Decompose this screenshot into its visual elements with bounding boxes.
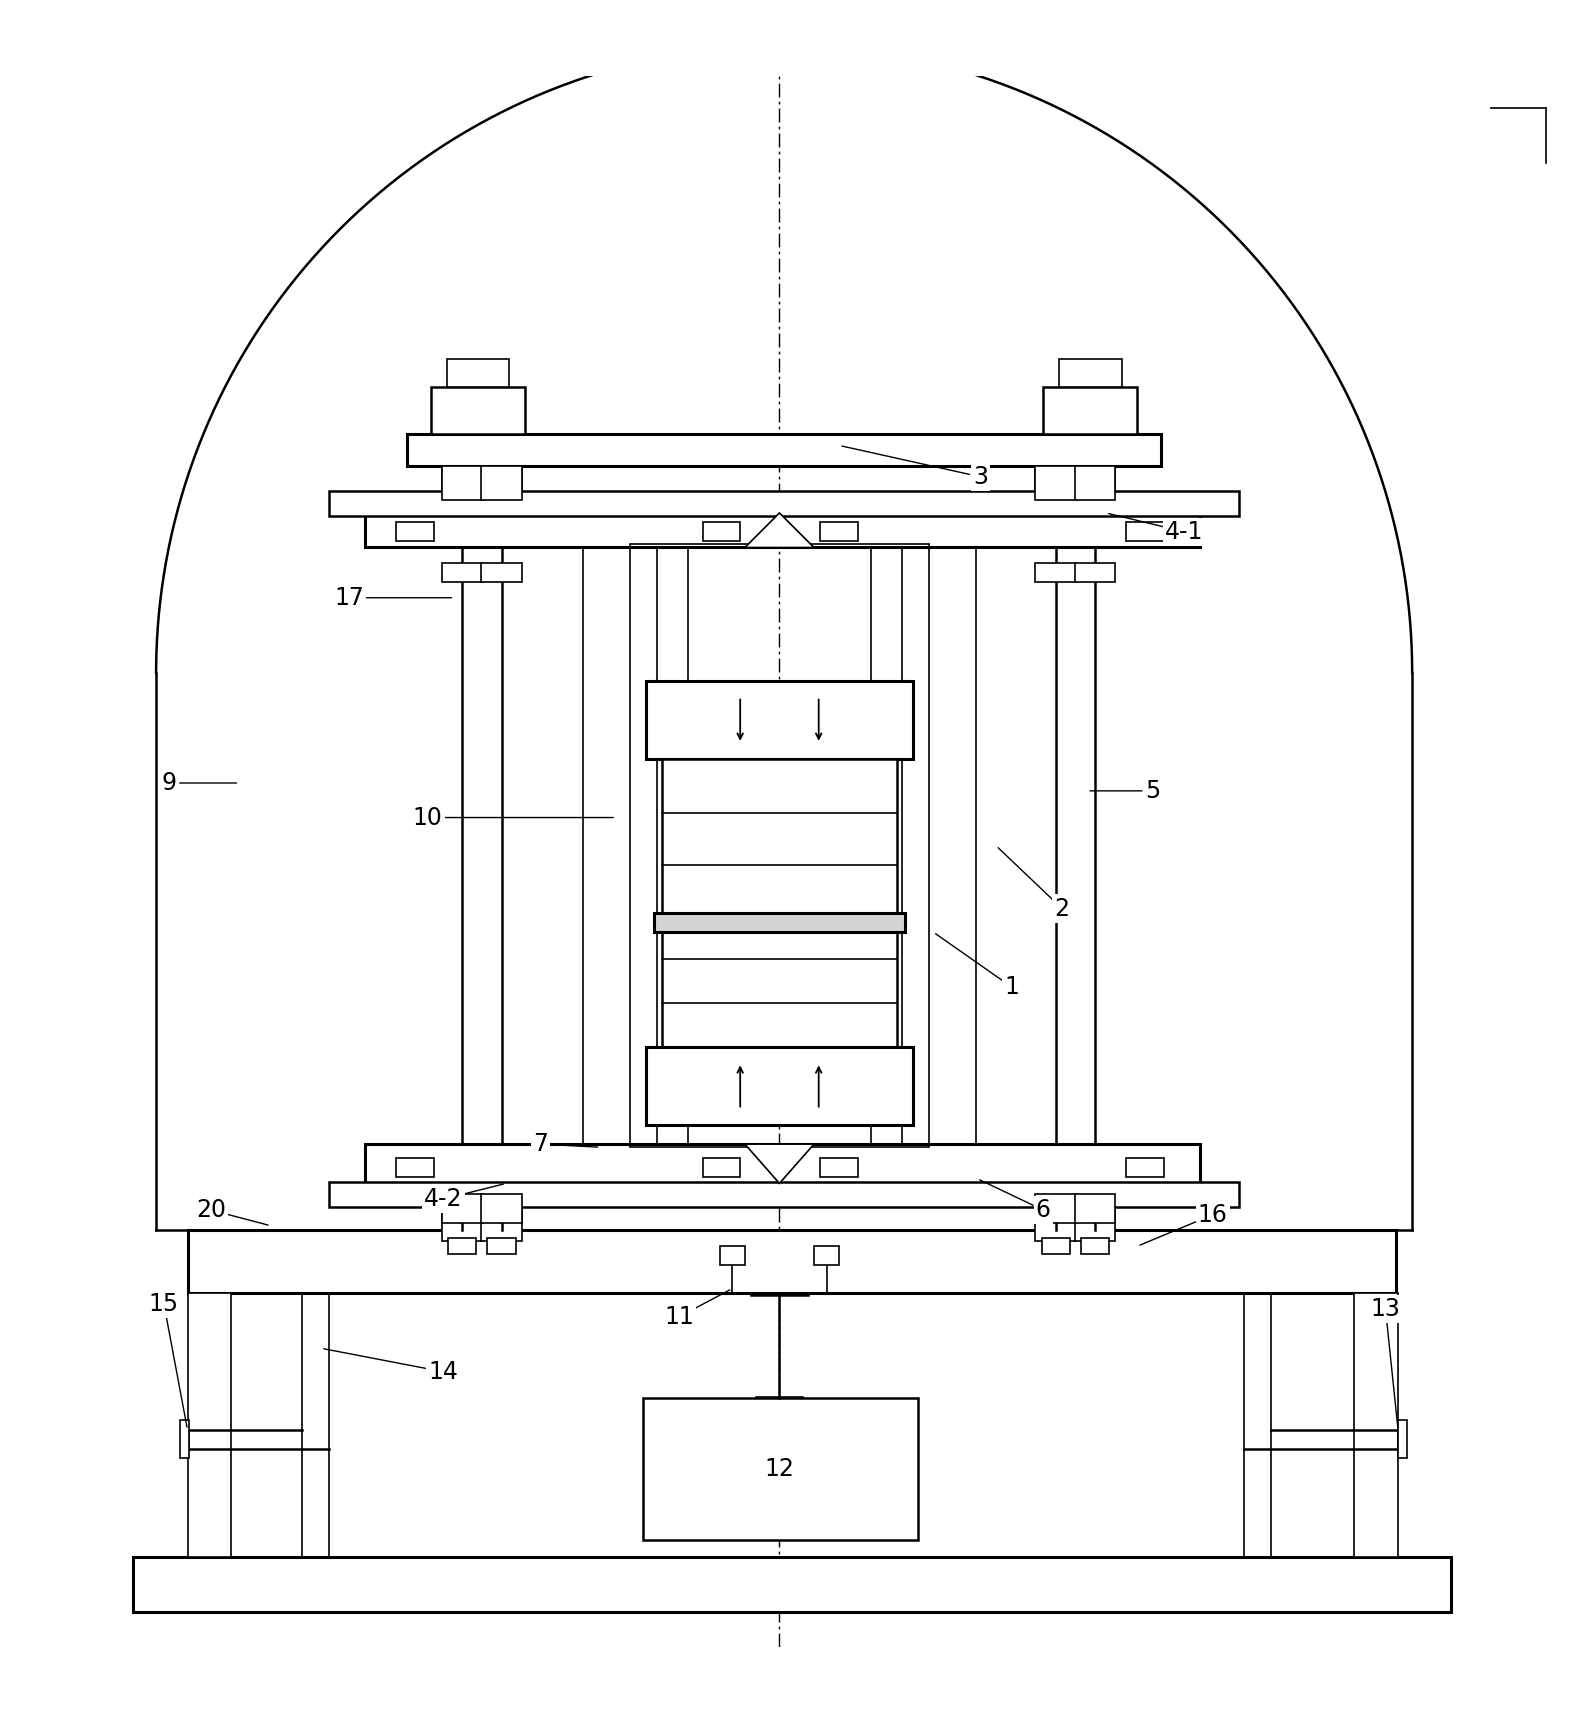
FancyBboxPatch shape [364, 1144, 1201, 1184]
FancyBboxPatch shape [1036, 1206, 1076, 1242]
FancyBboxPatch shape [396, 1158, 434, 1177]
Text: 20: 20 [196, 1197, 227, 1222]
FancyBboxPatch shape [396, 522, 434, 541]
FancyBboxPatch shape [329, 1182, 1240, 1206]
FancyBboxPatch shape [1074, 1206, 1115, 1242]
FancyBboxPatch shape [448, 1239, 477, 1254]
Text: 17: 17 [334, 586, 364, 610]
Text: 12: 12 [765, 1458, 795, 1482]
Text: 13: 13 [1370, 1297, 1400, 1322]
FancyBboxPatch shape [1354, 1294, 1399, 1558]
Text: 7: 7 [534, 1132, 548, 1156]
FancyBboxPatch shape [442, 1194, 483, 1223]
FancyBboxPatch shape [482, 457, 523, 491]
FancyBboxPatch shape [719, 1246, 744, 1265]
Text: 1: 1 [1004, 975, 1019, 999]
FancyBboxPatch shape [442, 457, 483, 491]
FancyBboxPatch shape [814, 1246, 840, 1265]
Text: 6: 6 [1036, 1197, 1050, 1222]
FancyBboxPatch shape [654, 913, 904, 932]
FancyBboxPatch shape [442, 1206, 483, 1242]
FancyBboxPatch shape [662, 760, 897, 917]
FancyBboxPatch shape [702, 522, 740, 541]
FancyBboxPatch shape [646, 681, 912, 760]
FancyBboxPatch shape [133, 1558, 1451, 1613]
FancyBboxPatch shape [482, 465, 523, 500]
FancyBboxPatch shape [1080, 1239, 1109, 1254]
Text: 3: 3 [973, 465, 988, 489]
FancyBboxPatch shape [442, 563, 483, 582]
Text: 11: 11 [664, 1304, 694, 1328]
Text: 5: 5 [1145, 779, 1161, 803]
FancyBboxPatch shape [1042, 445, 1069, 460]
FancyBboxPatch shape [1036, 457, 1076, 491]
Text: 14: 14 [429, 1359, 458, 1384]
FancyBboxPatch shape [662, 913, 897, 1048]
FancyBboxPatch shape [1126, 522, 1164, 541]
FancyBboxPatch shape [488, 1239, 516, 1254]
FancyBboxPatch shape [1036, 465, 1076, 500]
FancyBboxPatch shape [1074, 465, 1115, 500]
Text: 16: 16 [1198, 1203, 1228, 1227]
FancyBboxPatch shape [187, 1230, 1397, 1294]
FancyBboxPatch shape [407, 434, 1161, 465]
FancyBboxPatch shape [488, 445, 516, 460]
FancyBboxPatch shape [482, 1194, 523, 1223]
FancyBboxPatch shape [1074, 457, 1115, 491]
FancyBboxPatch shape [364, 513, 1201, 548]
FancyBboxPatch shape [187, 1294, 231, 1558]
Text: 15: 15 [149, 1292, 179, 1316]
FancyBboxPatch shape [1036, 1194, 1076, 1223]
FancyBboxPatch shape [1399, 1420, 1408, 1458]
FancyBboxPatch shape [482, 563, 523, 582]
Text: 2: 2 [1055, 896, 1069, 920]
FancyBboxPatch shape [1042, 1239, 1069, 1254]
FancyBboxPatch shape [646, 1048, 912, 1125]
FancyBboxPatch shape [329, 491, 1240, 517]
FancyBboxPatch shape [821, 1158, 859, 1177]
FancyBboxPatch shape [1060, 358, 1121, 388]
FancyBboxPatch shape [1044, 388, 1137, 434]
FancyBboxPatch shape [482, 1206, 523, 1242]
FancyBboxPatch shape [702, 1158, 740, 1177]
Text: 10: 10 [413, 806, 442, 829]
FancyBboxPatch shape [1074, 1194, 1115, 1223]
FancyBboxPatch shape [448, 445, 477, 460]
FancyBboxPatch shape [442, 465, 483, 500]
FancyBboxPatch shape [431, 388, 524, 434]
FancyBboxPatch shape [1126, 1158, 1164, 1177]
FancyBboxPatch shape [1074, 563, 1115, 582]
FancyBboxPatch shape [1080, 445, 1109, 460]
FancyBboxPatch shape [1036, 563, 1076, 582]
Text: 9: 9 [162, 770, 176, 794]
FancyBboxPatch shape [179, 1420, 188, 1458]
FancyBboxPatch shape [821, 522, 859, 541]
Text: 4-1: 4-1 [1166, 520, 1204, 544]
FancyBboxPatch shape [447, 358, 510, 388]
Polygon shape [744, 1144, 814, 1184]
Polygon shape [744, 513, 814, 548]
FancyBboxPatch shape [643, 1399, 917, 1540]
Text: 4-2: 4-2 [425, 1187, 463, 1211]
